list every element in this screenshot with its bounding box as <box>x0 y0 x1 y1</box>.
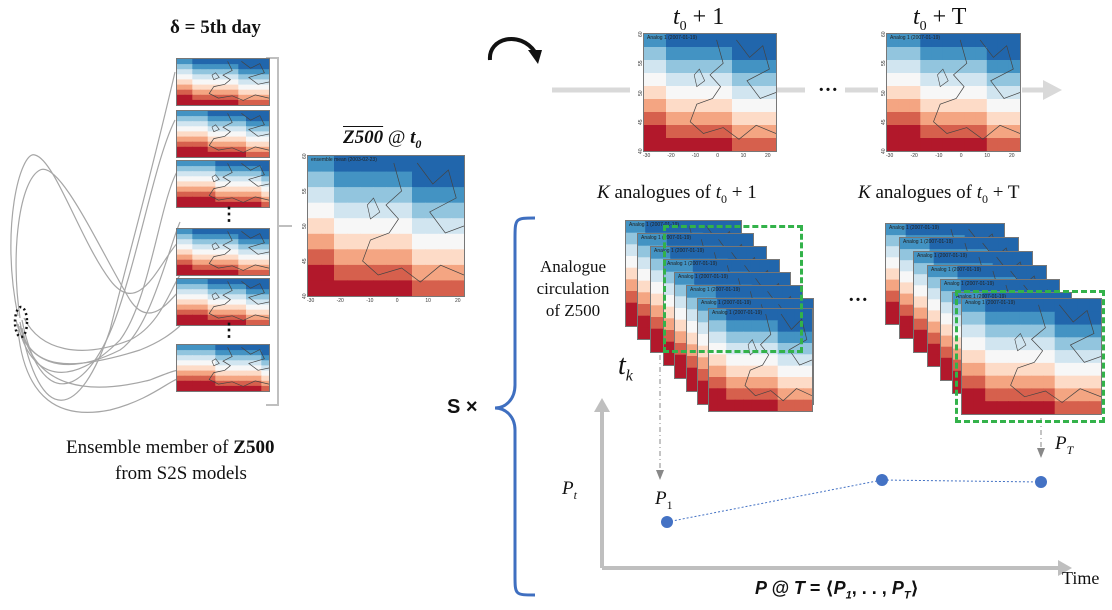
ensemble-member-map <box>176 344 270 392</box>
map-x-tick: -10 <box>366 298 374 304</box>
map-x-tick: -30 <box>886 153 894 159</box>
analogue-circulation-label: Analogue circulation of Z500 <box>536 257 610 320</box>
map-x-tick: -20 <box>667 153 675 159</box>
map-x-tick: 0 <box>716 153 719 159</box>
probability-axes <box>600 410 1060 570</box>
map-x-tick: -30 <box>643 153 651 159</box>
map-y-tick: 50 <box>638 89 644 96</box>
map-inner-label: Analog 1 (2007-01-19) <box>690 287 741 293</box>
p-axis-label: Pt <box>562 478 577 502</box>
map-y-tick: 50 <box>881 89 887 96</box>
prob-point-T <box>1035 476 1047 488</box>
map-inner-label: Analog 1 (2007-01-19) <box>965 300 1016 306</box>
ensemble-mean-map-panel: ensemble mean (2003-02-23) <box>307 155 465 297</box>
ensemble-dots-1: ⋮ <box>220 204 238 224</box>
map-inner-label: Analog 1 (2007-01-19) <box>712 310 763 316</box>
map-inner-label: Analog 1 (2007-01-19) <box>647 35 698 41</box>
map-inner-label: Analog 1 (2007-01-19) <box>678 274 729 280</box>
map-x-tick: 20 <box>455 298 461 304</box>
map-y-tick: 45 <box>881 119 887 125</box>
pT-label: PT <box>1055 433 1074 457</box>
ensemble-member-map <box>176 278 270 326</box>
analogues-left-label: K analogues of t0 + 1 <box>597 182 757 206</box>
map-y-tick: 60 <box>638 31 644 37</box>
map-y-tick: 55 <box>638 60 644 67</box>
ensemble-caption-line2: from S2S models <box>115 463 247 484</box>
map-inner-label: Analog 1 (2007-01-19) <box>654 248 705 254</box>
s-brace <box>494 216 536 597</box>
map-inner-label: Analog 1 (2007-01-19) <box>903 239 954 245</box>
map-y-tick: 55 <box>302 188 308 194</box>
forecast-t1-label: t0 + 1 <box>673 4 725 34</box>
map-inner-label: Analog 1 (2007-01-19) <box>701 300 752 306</box>
map-inner-label: Analog 1 (2007-01-19) <box>629 222 680 228</box>
tk-label: tk <box>618 350 633 385</box>
ensemble-caption-line1: Ensemble member of Z500 <box>66 437 275 458</box>
probability-formula: P @ T = ⟨P1, . . , PT⟩ <box>755 578 919 602</box>
cycle-arrow <box>487 36 537 61</box>
analogues-right-label: K analogues of t0 + T <box>858 182 1020 206</box>
start-ellipse <box>13 305 29 339</box>
map-inner-label: Analog 1 (2007-01-19) <box>641 235 692 241</box>
map-y-tick: 60 <box>881 31 887 37</box>
forecast-map-t1-panel: Analog 1 (2007-01-19) <box>643 33 777 152</box>
map-inner-label: Analog 1 (2007-01-19) <box>944 281 995 287</box>
map-y-tick: 45 <box>638 119 644 125</box>
map-y-tick: 45 <box>302 258 308 264</box>
s-times-label: S × <box>447 396 478 418</box>
map-y-tick: 55 <box>881 60 887 67</box>
map-x-tick: 10 <box>740 153 747 159</box>
map-y-tick: 40 <box>638 148 644 154</box>
map-x-tick: 10 <box>984 153 990 159</box>
map-x-tick: -20 <box>910 153 918 159</box>
map-inner-label: Analog 1 (2007-01-19) <box>956 294 1007 300</box>
selected-analogue-left <box>663 225 803 353</box>
delta-label: δ = 5th day <box>170 17 261 38</box>
probability-line <box>666 479 1042 523</box>
map-y-tick: 40 <box>302 293 308 299</box>
map-x-tick: -10 <box>691 153 700 159</box>
map-x-tick: -10 <box>935 153 943 159</box>
analogue-ellipsis: … <box>848 284 868 306</box>
map-inner-label: Analog 1 (2007-01-19) <box>931 267 982 273</box>
ensemble-bracket <box>266 57 292 406</box>
map-inner-label: Analog 1 (2007-01-19) <box>667 261 718 267</box>
selected-analogue-right <box>955 290 1105 423</box>
prob-point-mid <box>876 474 888 486</box>
map-x-tick: 10 <box>425 298 431 304</box>
time-axis-label: Time <box>1062 568 1100 588</box>
map-x-tick: 0 <box>959 153 963 159</box>
ensemble-member-map <box>176 160 270 208</box>
map-inner-label: Analog 1 (2007-01-19) <box>917 253 968 259</box>
p1-label: P1 <box>655 488 673 512</box>
ensemble-member-map <box>176 110 270 158</box>
ensemble-member-curves <box>10 71 181 414</box>
map-x-tick: -30 <box>307 298 315 304</box>
forecast-map-tT-panel: Analog 1 (2007-01-19) <box>886 33 1021 152</box>
map-y-tick: 40 <box>881 148 887 154</box>
map-inner-label: ensemble mean (2003-02-23) <box>311 157 377 163</box>
analogue-map-right-front: Analog 1 (2007-01-19) <box>961 298 1102 415</box>
analogue-map-left-front: Analog 1 (2007-01-19) <box>708 308 813 412</box>
map-x-tick: 20 <box>765 153 771 159</box>
forecast-tT-label: t0 + T <box>913 4 967 34</box>
map-inner-label: Analog 1 (2007-01-19) <box>889 225 940 231</box>
map-x-tick: -20 <box>336 298 344 304</box>
map-y-tick: 60 <box>302 153 308 159</box>
ensemble-dots-2: ⋮ <box>220 320 238 340</box>
map-inner-label: Analog 1 (2007-01-19) <box>890 35 941 41</box>
ensemble-member-map <box>176 58 270 106</box>
forecast-ellipsis: … <box>818 74 838 96</box>
map-x-tick: 20 <box>1009 153 1015 159</box>
map-y-tick: 50 <box>302 223 308 229</box>
map-x-tick: 0 <box>395 298 399 304</box>
ensemble-member-map <box>176 228 270 276</box>
prob-point-1 <box>661 516 673 528</box>
mean-map-title: Z500 @ t0 <box>343 127 422 151</box>
